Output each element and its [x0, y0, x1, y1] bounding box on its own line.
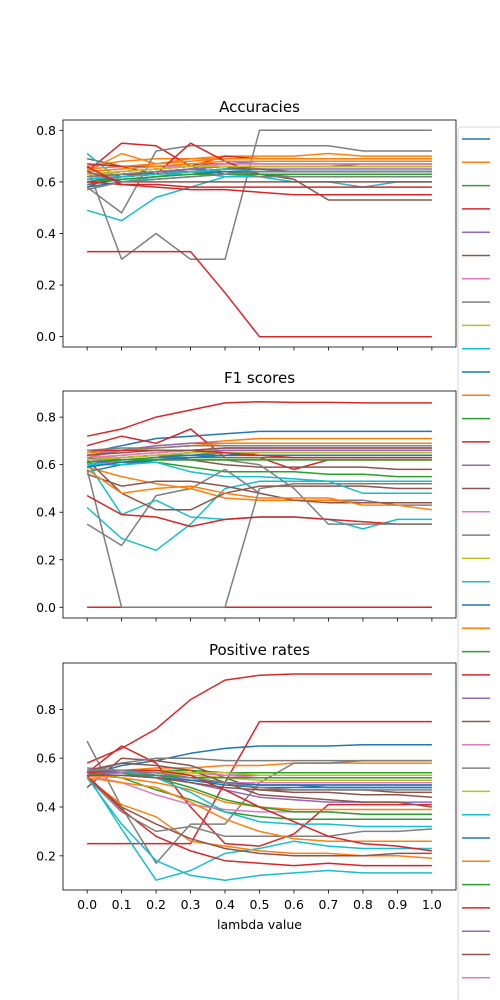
y-tick-label: 0.4 [36, 226, 56, 241]
series-line-33 [86, 468, 433, 511]
panel-1: Accuracies 0.0 0.2 0.4 0.6 0.8 [36, 98, 457, 351]
x-tick-label: 0.4 [215, 897, 235, 912]
series-line-35 [86, 170, 432, 183]
y-tick-label: 0.4 [36, 505, 56, 520]
series-group [86, 129, 432, 338]
series-line-33 [86, 776, 432, 842]
y-tick-label: 0.6 [36, 174, 56, 189]
x-tick-label: 1.0 [422, 897, 442, 912]
series-line-21 [86, 777, 432, 881]
series-group [86, 400, 433, 609]
series-line-29 [86, 777, 432, 838]
y-tick-label: 0.0 [36, 600, 56, 615]
x-tick-label: 0.8 [353, 897, 373, 912]
y-tick-label: 0.8 [36, 410, 56, 425]
series-line-23 [87, 442, 432, 454]
series-line-19 [86, 757, 432, 774]
series-line-14 [87, 250, 432, 338]
series-line-25 [86, 774, 432, 867]
series-line-36 [87, 447, 432, 456]
y-tick-label: 0.2 [36, 848, 56, 863]
y-tick-label: 0.2 [36, 552, 56, 567]
series-line-17 [86, 473, 432, 504]
series-line-4 [87, 762, 432, 774]
series-line-13 [86, 777, 432, 860]
y-tick-label: 0.0 [36, 329, 56, 344]
x-tick-label: 0.2 [146, 897, 166, 912]
series-line-34 [87, 181, 432, 196]
series-line-1 [86, 400, 432, 437]
series-line-11 [86, 480, 432, 552]
series-line-2 [86, 744, 432, 777]
series-line-37 [87, 769, 432, 791]
series-line-35 [87, 449, 432, 459]
series-line-15 [86, 745, 432, 847]
panel-title: Accuracies [219, 98, 300, 116]
series-line-37 [87, 444, 432, 452]
legend-box [457, 126, 500, 1000]
series-line-2 [86, 152, 432, 168]
y-tick-label: 0.2 [36, 278, 56, 293]
series-line-36 [87, 774, 432, 794]
series-line-8 [86, 129, 432, 261]
series-line-32 [87, 160, 432, 173]
x-tick-label: 0.1 [112, 897, 132, 912]
x-axis-label: lambda value [217, 917, 302, 932]
series-line-1 [86, 673, 432, 764]
series-line-10 [87, 772, 432, 781]
series-line-34 [87, 459, 432, 464]
series-line-25 [86, 494, 432, 528]
x-tick-label: 0.9 [387, 897, 407, 912]
series-group [86, 673, 433, 881]
panel-2: F1 scores 0.0 0.2 0.4 0.6 0.8 [36, 369, 457, 622]
series-line-28 [87, 170, 432, 178]
x-tick-label: 0.3 [181, 897, 201, 912]
series-line-34 [87, 774, 432, 779]
y-tick-label: 0.6 [36, 457, 56, 472]
panel-3: Positive rates 0.2 0.4 0.6 0.8 0.0 0.1 0.2 0.3 0.… [36, 641, 457, 932]
series-line-17 [86, 777, 432, 857]
series-line-27 [86, 762, 433, 808]
panel-title: F1 scores [224, 369, 295, 387]
series-line-36 [86, 170, 432, 191]
y-tick-label: 0.8 [36, 702, 56, 717]
series-line-4 [87, 461, 432, 478]
x-tick-label: 0.0 [77, 897, 97, 912]
series-line-19 [86, 469, 432, 609]
series-line-29 [87, 165, 432, 175]
series-line-31 [87, 461, 432, 494]
x-tick-label: 0.5 [250, 897, 270, 912]
y-tick-label: 0.8 [36, 123, 56, 138]
y-tick-label: 0.4 [36, 800, 56, 815]
y-tick-label: 0.6 [36, 751, 56, 766]
series-line-11 [86, 774, 432, 881]
series-line-27 [86, 459, 432, 511]
series-line-37 [86, 165, 432, 188]
series-line-33 [87, 173, 432, 183]
series-line-22 [87, 157, 432, 170]
x-tick-label: 0.7 [319, 897, 339, 912]
panel-title: Positive rates [209, 641, 310, 659]
x-tick-label: 0.6 [284, 897, 304, 912]
series-line-30 [87, 452, 432, 461]
legend [457, 126, 500, 1000]
series-line-35 [87, 769, 433, 852]
